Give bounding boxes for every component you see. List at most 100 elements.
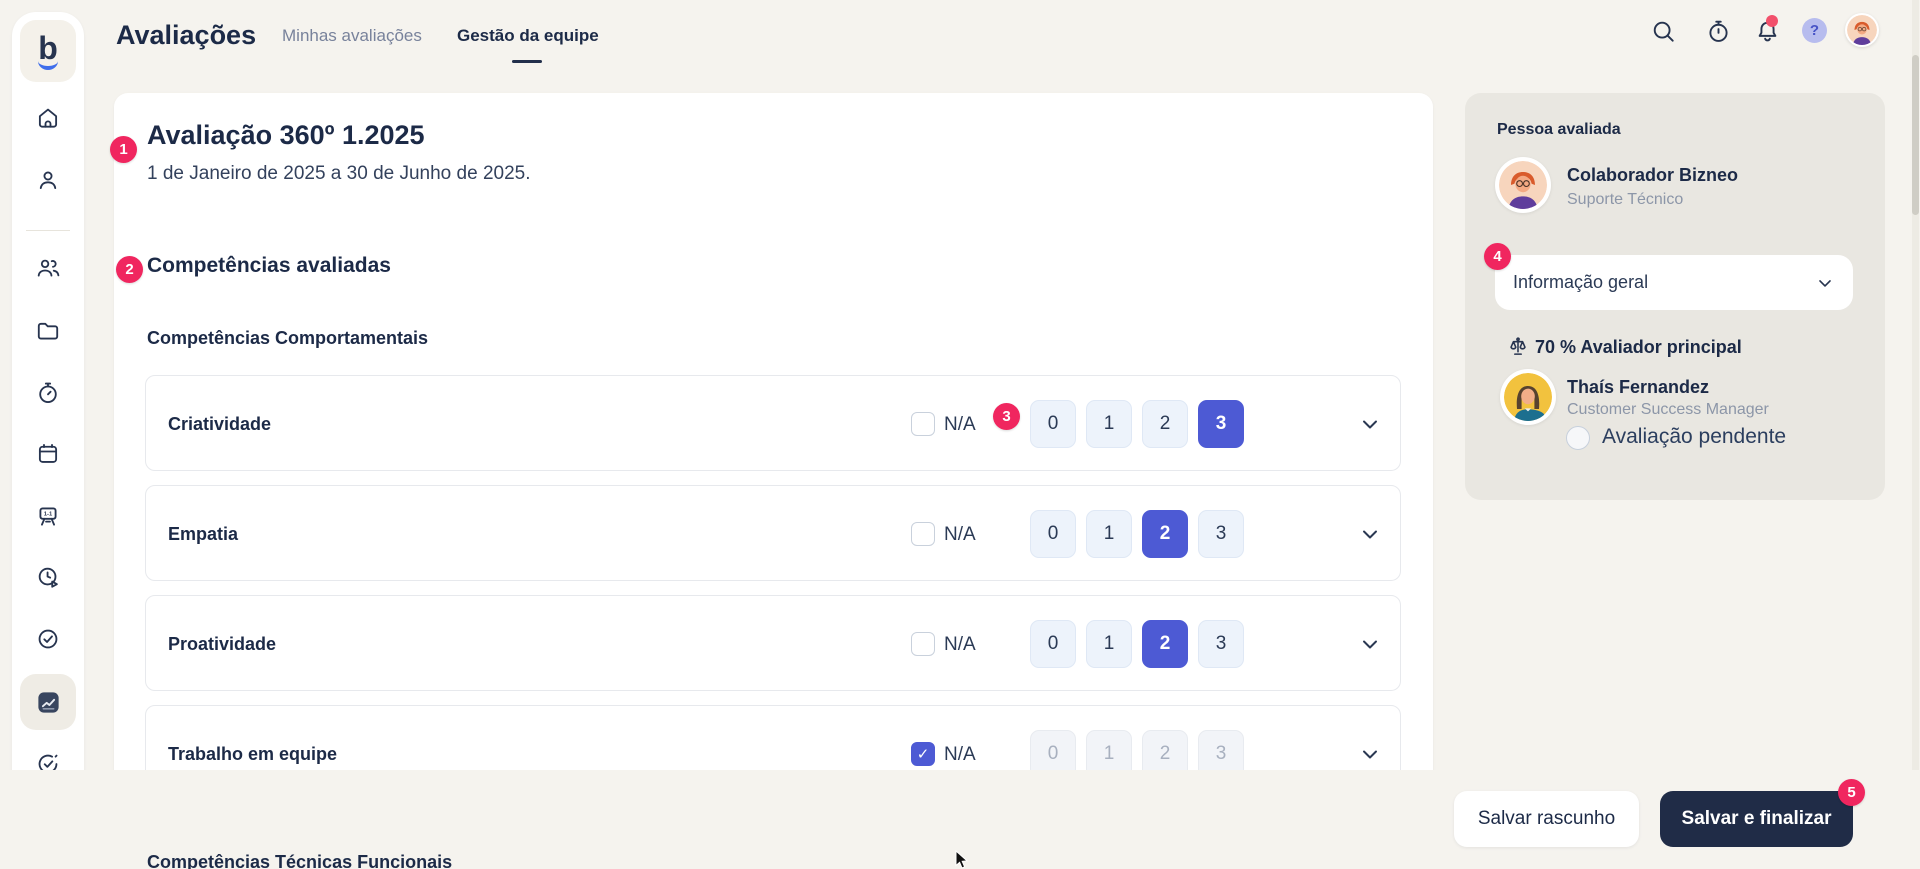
section-dropdown-value: Informação geral — [1513, 272, 1649, 292]
evaluator-weight-label: 70 % Avaliador principal — [1535, 337, 1742, 357]
evaluation-title: Avaliação 360º 1.2025 — [147, 120, 425, 150]
sidebar-item-documents[interactable] — [25, 308, 71, 354]
rating-button-2[interactable]: 2 — [1142, 400, 1188, 448]
sidebar-item-time[interactable] — [25, 370, 71, 416]
person-icon — [39, 171, 57, 190]
competency-name: Empatia — [168, 524, 239, 544]
chevron-down-icon — [1819, 279, 1831, 287]
chevron-down-icon[interactable] — [1358, 412, 1382, 436]
na-checkbox[interactable] — [911, 632, 935, 656]
annotation-badge-4: 4 — [1484, 243, 1511, 270]
tab-team-management[interactable]: Gestão da equipe — [457, 26, 599, 45]
section-title-competencies: Competências avaliadas — [147, 254, 391, 277]
na-checkbox[interactable]: ✓ — [911, 742, 935, 766]
sidebar-item-home[interactable] — [25, 95, 71, 141]
notification-badge-dot — [1766, 15, 1778, 27]
help-button[interactable]: ? — [1802, 18, 1827, 43]
tab-my-evaluations[interactable]: Minhas avaliações — [282, 26, 422, 45]
stopwatch-icon — [1708, 20, 1728, 42]
rating-button-3[interactable]: 3 — [1198, 620, 1244, 668]
logo-smile-icon — [38, 61, 58, 70]
rating-button-2[interactable]: 2 — [1142, 620, 1188, 668]
sidebar-item-approvals[interactable] — [25, 616, 71, 662]
app-logo[interactable]: b — [20, 20, 76, 82]
clock-play-icon — [38, 567, 58, 588]
rating-button-0[interactable]: 0 — [1030, 620, 1076, 668]
annotation-badge-5: 5 — [1838, 779, 1865, 806]
evaluated-person-role: Suporte Técnico — [1567, 191, 1684, 208]
competency-row: Criatividade N/A 0 1 2 3 — [145, 375, 1401, 471]
section-dropdown[interactable]: Informação geral — [1495, 255, 1853, 310]
scales-icon — [1510, 337, 1526, 355]
rating-button-3[interactable]: 3 — [1198, 510, 1244, 558]
sidebar-item-performance-active[interactable] — [25, 679, 71, 725]
rating-button-1[interactable]: 1 — [1086, 510, 1132, 558]
chevron-down-icon[interactable] — [1358, 742, 1382, 766]
sidebar-divider — [26, 230, 70, 231]
check-circle-icon — [38, 629, 58, 649]
evaluator-name: Thaís Fernandez — [1567, 377, 1710, 397]
annotation-badge-1: 1 — [110, 136, 137, 163]
competency-name: Trabalho em equipe — [168, 744, 338, 764]
scrollbar-thumb[interactable] — [1912, 55, 1919, 215]
scrollbar-track[interactable] — [1912, 0, 1919, 869]
evaluator-role: Customer Success Manager — [1567, 401, 1769, 418]
home-icon — [38, 108, 58, 128]
evaluator-avatar — [1500, 369, 1556, 425]
sidebar-item-absences[interactable] — [25, 554, 71, 600]
calendar-icon — [38, 443, 58, 463]
group-title-behavioral: Competências Comportamentais — [147, 328, 429, 348]
page-title: Avaliações — [116, 20, 257, 50]
chevron-down-icon[interactable] — [1358, 522, 1382, 546]
one-on-one-board-icon: 1-1 — [39, 507, 57, 526]
history-button[interactable] — [1704, 17, 1732, 45]
evaluation-pending-status: Avaliação pendente — [1602, 425, 1787, 448]
users-icon — [37, 259, 60, 277]
save-finish-button[interactable]: Salvar e finalizar — [1660, 791, 1853, 847]
annotation-badge-3: 3 — [993, 403, 1020, 430]
avatar-man-icon — [1847, 15, 1877, 45]
avatar-man-icon — [1499, 161, 1547, 209]
sidebar: b 1-1 — [12, 12, 84, 857]
evaluated-person-name: Colaborador Bizneo — [1567, 165, 1739, 185]
svg-text:1-1: 1-1 — [44, 512, 53, 518]
chevron-down-icon[interactable] — [1358, 632, 1382, 656]
rating-button-2[interactable]: 2 — [1142, 510, 1188, 558]
sidebar-item-team[interactable] — [25, 245, 71, 291]
stopwatch-icon — [39, 382, 57, 404]
rating-button-0[interactable]: 0 — [1030, 510, 1076, 558]
competency-name: Proatividade — [168, 634, 277, 654]
sidebar-item-calendar[interactable] — [25, 431, 71, 477]
sidebar-item-profile[interactable] — [25, 157, 71, 203]
sidebar-item-goals[interactable] — [25, 741, 71, 787]
folder-icon — [37, 322, 59, 340]
na-checkbox[interactable] — [911, 522, 935, 546]
user-avatar[interactable] — [1845, 13, 1879, 47]
annotation-badge-2: 2 — [116, 256, 143, 283]
pending-status-icon — [1566, 426, 1590, 450]
competency-row: Empatia N/A 0 1 2 3 — [145, 485, 1401, 581]
avatar-woman-icon — [1504, 373, 1552, 421]
performance-chart-icon — [37, 691, 59, 713]
rating-button-1[interactable]: 1 — [1086, 620, 1132, 668]
mouse-cursor — [955, 850, 969, 869]
evaluated-person-panel: Pessoa avaliada Colaborador Bizneo Supor… — [1465, 93, 1885, 500]
na-label: N/A — [944, 744, 976, 765]
search-button[interactable] — [1649, 17, 1677, 45]
evaluation-date-range: 1 de Janeiro de 2025 a 30 de Junho de 20… — [147, 163, 531, 184]
rating-button-0[interactable]: 0 — [1030, 400, 1076, 448]
save-draft-button[interactable]: Salvar rascunho — [1454, 791, 1639, 847]
rating-button-1[interactable]: 1 — [1086, 400, 1132, 448]
help-icon: ? — [1809, 22, 1820, 39]
na-checkbox[interactable] — [911, 412, 935, 436]
na-label: N/A — [944, 414, 976, 435]
competency-row: Proatividade N/A 0 1 2 3 — [145, 595, 1401, 691]
group-title-technical: Competências Técnicas Funcionais — [147, 852, 453, 869]
panel-title: Pessoa avaliada — [1497, 121, 1621, 138]
sidebar-item-meetings[interactable]: 1-1 — [25, 493, 71, 539]
logo-letter: b — [38, 29, 58, 66]
competency-name: Criatividade — [168, 414, 272, 434]
search-icon — [1653, 21, 1674, 42]
evaluated-person-avatar — [1495, 157, 1551, 213]
rating-button-3[interactable]: 3 — [1198, 400, 1244, 448]
